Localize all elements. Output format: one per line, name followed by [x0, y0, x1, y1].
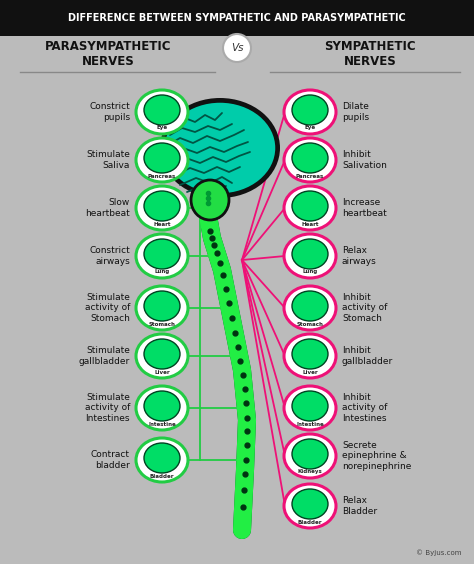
Ellipse shape	[284, 484, 336, 528]
Ellipse shape	[284, 186, 336, 230]
Ellipse shape	[144, 143, 180, 173]
Text: Inhibit
activity of
Intestines: Inhibit activity of Intestines	[342, 393, 387, 423]
Circle shape	[223, 34, 251, 62]
Ellipse shape	[144, 239, 180, 269]
Ellipse shape	[284, 334, 336, 378]
Text: DIFFERENCE BETWEEN SYMPATHETIC AND PARASYMPATHETIC: DIFFERENCE BETWEEN SYMPATHETIC AND PARAS…	[68, 13, 406, 23]
Text: PARASYMPATHETIC
NERVES: PARASYMPATHETIC NERVES	[45, 40, 171, 68]
Ellipse shape	[136, 90, 188, 134]
Ellipse shape	[136, 334, 188, 378]
Text: Heart: Heart	[301, 222, 319, 227]
Ellipse shape	[136, 438, 188, 482]
Text: Stimulate
activity of
Stomach: Stimulate activity of Stomach	[85, 293, 130, 323]
Text: Heart: Heart	[153, 222, 171, 227]
Ellipse shape	[292, 95, 328, 125]
Text: Lung: Lung	[302, 270, 318, 275]
Ellipse shape	[284, 138, 336, 182]
Ellipse shape	[144, 291, 180, 321]
Text: Bladder: Bladder	[298, 519, 322, 525]
Text: Eye: Eye	[304, 126, 316, 130]
Ellipse shape	[144, 191, 180, 221]
Ellipse shape	[292, 439, 328, 469]
Text: Intestine: Intestine	[296, 421, 324, 426]
Text: Lung: Lung	[155, 270, 170, 275]
Ellipse shape	[284, 90, 336, 134]
Ellipse shape	[292, 143, 328, 173]
Ellipse shape	[160, 98, 280, 198]
Ellipse shape	[144, 443, 180, 473]
Ellipse shape	[292, 191, 328, 221]
Text: Stimulate
Saliva: Stimulate Saliva	[86, 150, 130, 170]
Text: Intestine: Intestine	[148, 421, 176, 426]
Text: Relax
Bladder: Relax Bladder	[342, 496, 377, 515]
Ellipse shape	[136, 234, 188, 278]
Ellipse shape	[292, 239, 328, 269]
Ellipse shape	[136, 386, 188, 430]
Text: Pancreas: Pancreas	[296, 174, 324, 178]
Ellipse shape	[136, 186, 188, 230]
Ellipse shape	[191, 180, 229, 220]
Text: Vs: Vs	[231, 43, 243, 53]
Ellipse shape	[292, 291, 328, 321]
Text: Inhibit
Salivation: Inhibit Salivation	[342, 150, 387, 170]
Text: Constrict
pupils: Constrict pupils	[89, 102, 130, 122]
Text: Increase
heartbeat: Increase heartbeat	[342, 199, 387, 218]
Text: Inhibit
activity of
Stomach: Inhibit activity of Stomach	[342, 293, 387, 323]
Text: Secrete
epinephrine &
norepinephrine: Secrete epinephrine & norepinephrine	[342, 441, 411, 471]
Text: Kidneys: Kidneys	[298, 469, 322, 474]
Text: Dilate
pupils: Dilate pupils	[342, 102, 369, 122]
Ellipse shape	[284, 434, 336, 478]
Text: SYMPATHETIC
NERVES: SYMPATHETIC NERVES	[324, 40, 416, 68]
Ellipse shape	[136, 286, 188, 330]
Text: Contract
bladder: Contract bladder	[91, 450, 130, 470]
Ellipse shape	[163, 101, 277, 195]
Text: © Byjus.com: © Byjus.com	[417, 549, 462, 556]
Ellipse shape	[136, 138, 188, 182]
Text: Constrict
airways: Constrict airways	[89, 246, 130, 266]
Text: Stomach: Stomach	[148, 321, 175, 327]
Text: Stimulate
gallbladder: Stimulate gallbladder	[79, 346, 130, 365]
Text: Stomach: Stomach	[297, 321, 323, 327]
Ellipse shape	[144, 339, 180, 369]
Text: Bladder: Bladder	[150, 474, 174, 478]
Ellipse shape	[292, 489, 328, 519]
Text: Relax
airways: Relax airways	[342, 246, 377, 266]
FancyBboxPatch shape	[0, 0, 474, 36]
Text: Slow
heartbeat: Slow heartbeat	[85, 199, 130, 218]
Ellipse shape	[292, 391, 328, 421]
Text: Pancreas: Pancreas	[148, 174, 176, 178]
Ellipse shape	[284, 386, 336, 430]
Text: Liver: Liver	[302, 369, 318, 374]
Ellipse shape	[144, 95, 180, 125]
Text: Inhibit
gallbladder: Inhibit gallbladder	[342, 346, 393, 365]
Ellipse shape	[284, 234, 336, 278]
Text: Liver: Liver	[154, 369, 170, 374]
Ellipse shape	[144, 391, 180, 421]
Text: Stimulate
activity of
Intestines: Stimulate activity of Intestines	[85, 393, 130, 423]
Text: Eye: Eye	[156, 126, 168, 130]
Ellipse shape	[284, 286, 336, 330]
Ellipse shape	[292, 339, 328, 369]
